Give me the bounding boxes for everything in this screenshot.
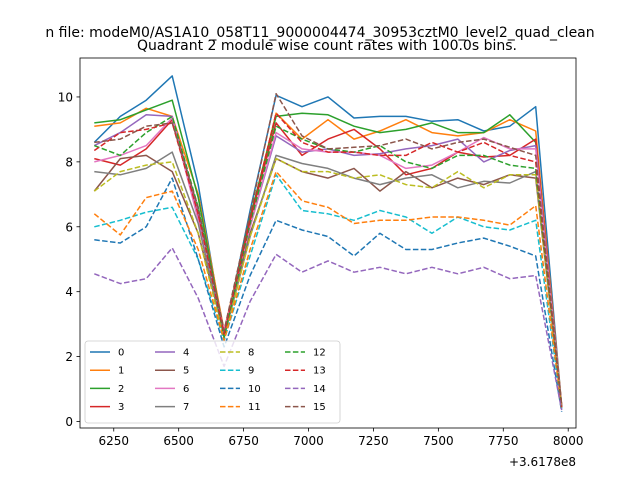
y-tick-label: 0 — [65, 415, 73, 429]
legend-label-6: 6 — [183, 384, 189, 395]
legend-label-4: 4 — [183, 348, 189, 359]
y-tick-label: 10 — [58, 90, 73, 104]
x-tick-label: 6500 — [163, 434, 194, 448]
legend-label-11: 11 — [248, 402, 261, 413]
series-line-11 — [93, 170, 563, 409]
legend-label-9: 9 — [248, 366, 254, 377]
x-tick-label: 7000 — [293, 434, 324, 448]
y-tick-label: 4 — [65, 285, 73, 299]
series-line-15 — [94, 92, 563, 406]
series-line-2 — [94, 99, 563, 407]
y-tick-label: 2 — [65, 350, 73, 364]
legend-label-10: 10 — [248, 384, 261, 395]
legend-box — [84, 340, 341, 424]
series-line-5 — [93, 154, 563, 407]
legend-label-0: 0 — [118, 348, 124, 359]
series-line-8 — [93, 157, 563, 407]
y-tick-label: 8 — [65, 155, 73, 169]
legend-label-8: 8 — [248, 348, 254, 359]
series-line-7 — [94, 151, 563, 409]
y-tick-label: 6 — [65, 220, 73, 234]
series-line-10 — [94, 177, 563, 412]
legend-label-5: 5 — [183, 366, 189, 377]
x-tick-label: 7750 — [488, 434, 519, 448]
x-offset-text: +3.6178e8 — [509, 455, 576, 469]
x-tick-label: 7500 — [423, 434, 454, 448]
legend-label-7: 7 — [183, 402, 189, 413]
y-tick-group: 0 2 4 6 8 10 — [58, 90, 80, 429]
legend-label-15: 15 — [313, 402, 326, 413]
x-tick-label: 6750 — [228, 434, 259, 448]
x-tick-label: 8000 — [553, 434, 584, 448]
chart-title: Quadrant 2 module wise count rates with … — [137, 38, 517, 54]
x-tick-group: 6250 6500 6750 7000 7250 7500 7750 8000 — [98, 428, 583, 448]
legend-label-14: 14 — [313, 384, 326, 395]
legend-label-13: 13 — [313, 366, 326, 377]
suptitle: n file: modeM0/AS1A10_058T11_9000004474_… — [45, 25, 594, 41]
series-line-0 — [93, 75, 563, 407]
x-tick-label: 7250 — [358, 434, 389, 448]
legend-label-2: 2 — [118, 384, 124, 395]
legend-label-1: 1 — [118, 366, 124, 377]
series-line-9 — [94, 174, 563, 409]
x-tick-label: 6250 — [98, 434, 129, 448]
series-line-14 — [94, 247, 563, 411]
legend-label-12: 12 — [313, 348, 326, 359]
legend-label-3: 3 — [118, 402, 124, 413]
plot-frame — [79, 57, 577, 429]
